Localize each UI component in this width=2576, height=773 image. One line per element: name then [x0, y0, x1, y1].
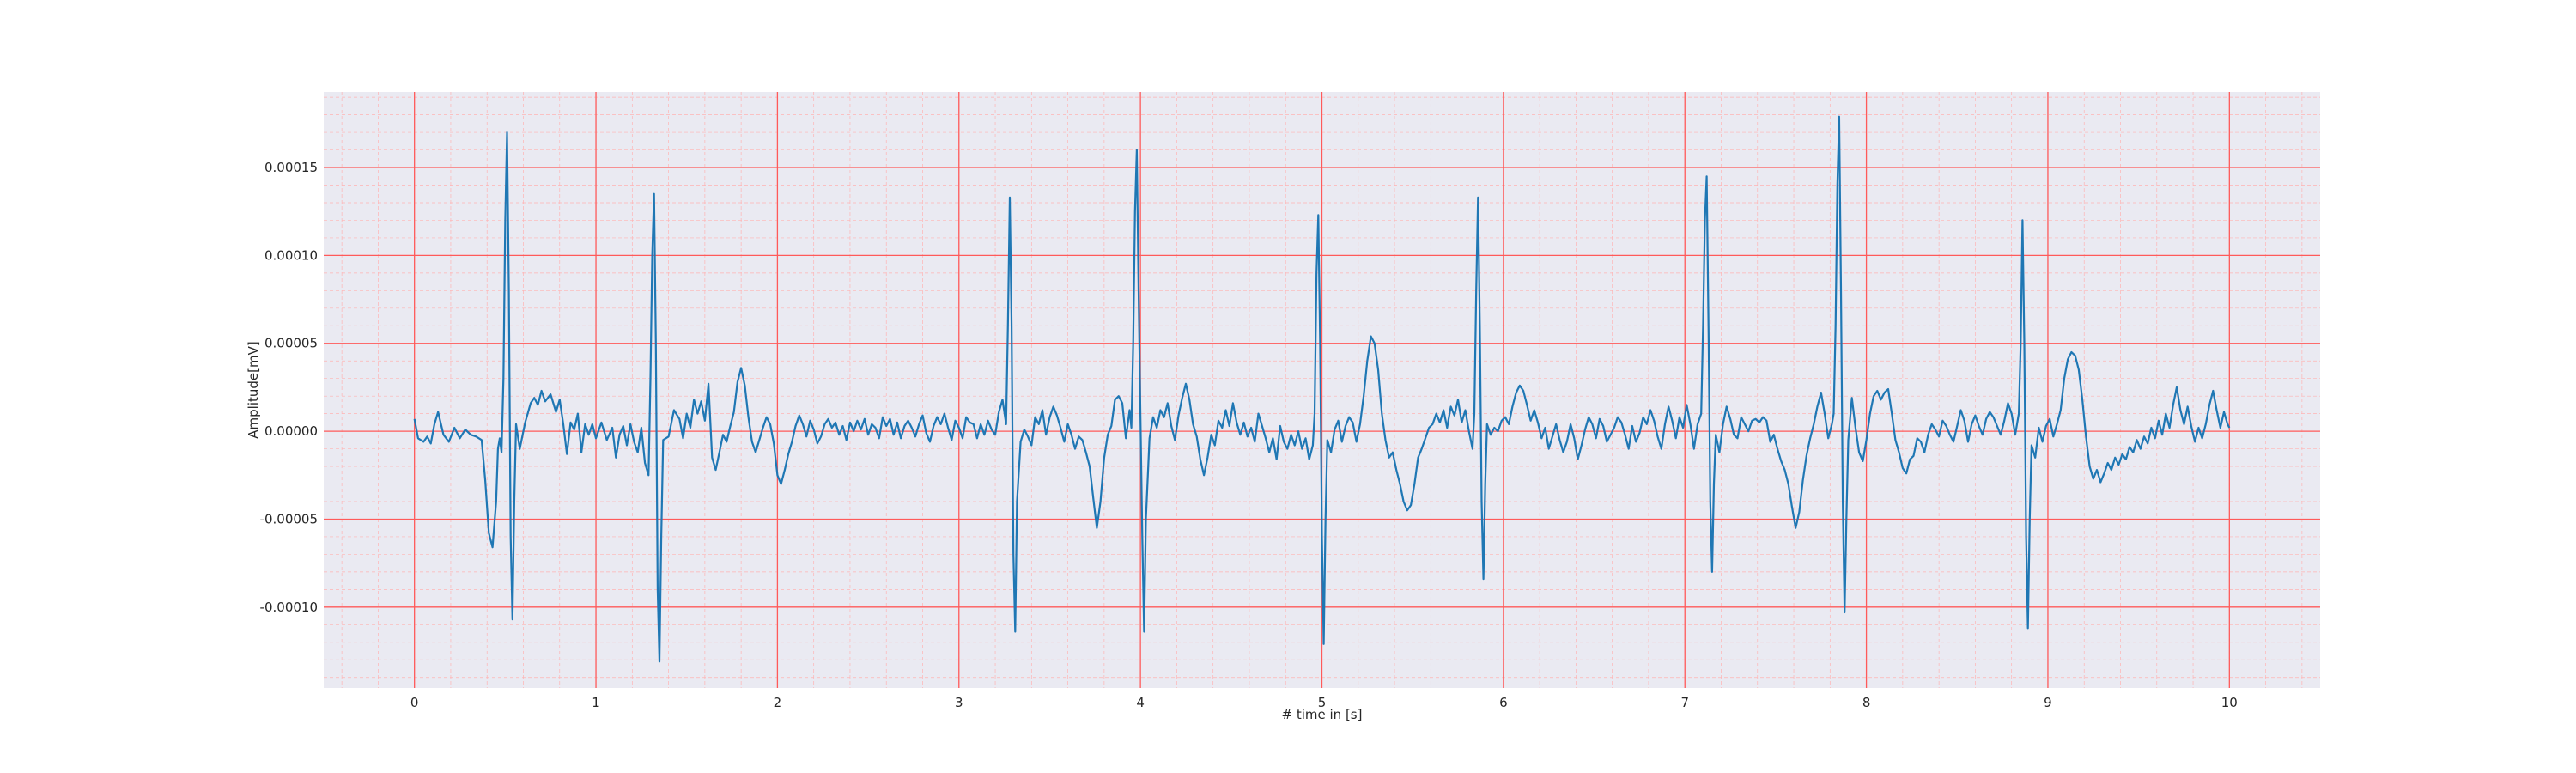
x-axis-ticks: 0 1 2 3 4 5 6 7 8 9 10	[410, 695, 2238, 710]
y-axis-label: Amplitude[mV]	[246, 341, 261, 438]
y-tick-label: 0.00010	[264, 247, 318, 263]
x-tick-label: 8	[1862, 695, 1871, 710]
x-tick-label: 3	[955, 695, 963, 710]
x-tick-label: 9	[2044, 695, 2052, 710]
x-axis-label: # time in [s]	[1282, 707, 1363, 722]
y-axis-ticks: -0.00010 -0.00005 0.00000 0.00005 0.00010 0.0…	[260, 160, 318, 615]
y-tick-label: -0.00005	[260, 511, 318, 526]
y-tick-label: 0.00005	[264, 336, 318, 351]
x-tick-label: 7	[1680, 695, 1689, 710]
y-tick-label: 0.00015	[264, 160, 318, 175]
x-tick-label: 10	[2221, 695, 2238, 710]
x-tick-label: 0	[410, 695, 419, 710]
x-tick-label: 1	[592, 695, 600, 710]
y-tick-label: 0.00000	[264, 423, 318, 439]
series-line	[413, 115, 2231, 663]
x-tick-label: 2	[774, 695, 782, 710]
x-tick-label: 6	[1499, 695, 1508, 710]
series-layer	[413, 115, 2231, 663]
x-tick-label: 5	[1318, 695, 1327, 710]
x-tick-label: 4	[1136, 695, 1145, 710]
y-tick-label: -0.00010	[260, 600, 318, 615]
